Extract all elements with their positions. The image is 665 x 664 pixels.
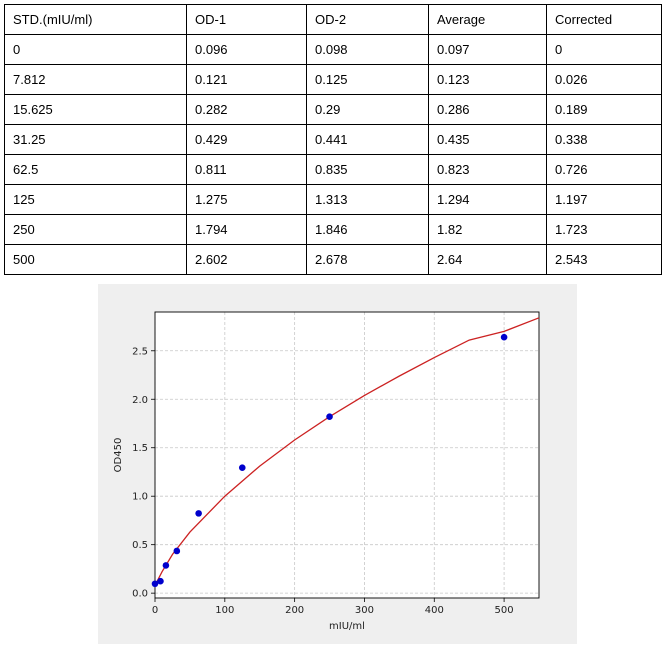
table-cell: 2.678 [306, 244, 429, 275]
data-point [500, 333, 508, 341]
table-row: 0 0.096 0.098 0.097 0 [4, 34, 662, 65]
standard-curve-chart: 0 100 200 300 400 500 0.0 0.5 1.0 1.5 2.0 2.5 mIU/ml… [113, 311, 540, 632]
table-cell: 0.435 [428, 124, 547, 155]
table-cell: 0.811 [186, 154, 307, 185]
table-cell: 0.096 [186, 34, 307, 65]
x-tick-label: 400 [425, 605, 444, 616]
table-cell: 15.625 [4, 94, 187, 125]
table-cell: 125 [4, 184, 187, 215]
table-row: 250 1.794 1.846 1.82 1.723 [4, 214, 662, 245]
table-cell: 0.123 [428, 64, 547, 95]
table-cell: 0.121 [186, 64, 307, 95]
header-std: STD.(mIU/ml) [4, 4, 187, 35]
table-header-row: STD.(mIU/ml) OD-1 OD-2 Average Corrected [4, 4, 662, 35]
table-cell: 1.294 [428, 184, 547, 215]
table-cell: 2.64 [428, 244, 547, 275]
standards-table-body: STD.(mIU/ml) OD-1 OD-2 Average Corrected… [4, 4, 662, 275]
table-row: 500 2.602 2.678 2.64 2.543 [4, 244, 662, 275]
header-od2: OD-2 [306, 4, 429, 35]
table-cell: 1.313 [306, 184, 429, 215]
table-cell: 0 [4, 34, 187, 65]
table-row: 7.812 0.121 0.125 0.123 0.026 [4, 64, 662, 95]
x-tick-label: 500 [495, 605, 514, 616]
y-tick-label: 0.0 [132, 589, 148, 600]
data-point [326, 413, 333, 421]
y-axis-label: OD450 [113, 438, 124, 473]
table-cell: 31.25 [4, 124, 187, 155]
table-cell: 0.726 [546, 154, 662, 185]
x-tick-label: 100 [215, 605, 234, 616]
table-cell: 7.812 [4, 64, 187, 95]
table-cell: 500 [4, 244, 187, 275]
table-row: 31.25 0.429 0.441 0.435 0.338 [4, 124, 662, 155]
y-tick-label: 2.0 [132, 395, 148, 406]
table-cell: 0.286 [428, 94, 547, 125]
data-point [173, 547, 181, 555]
table-cell: 1.197 [546, 184, 662, 215]
table-row: 15.625 0.282 0.29 0.286 0.189 [4, 94, 662, 125]
table-cell: 2.602 [186, 244, 307, 275]
data-point [157, 577, 164, 585]
table-cell: 1.82 [428, 214, 547, 245]
plot-frame [154, 311, 540, 599]
table-cell: 0.441 [306, 124, 429, 155]
table-cell: 1.723 [546, 214, 662, 245]
table-cell: 1.846 [306, 214, 429, 245]
table-row: 62.5 0.811 0.835 0.823 0.726 [4, 154, 662, 185]
table-cell: 0.338 [546, 124, 662, 155]
table-cell: 2.543 [546, 244, 662, 275]
data-point [238, 464, 246, 472]
table-cell: 0.429 [186, 124, 307, 155]
y-tick-label: 1.5 [132, 443, 148, 454]
table-cell: 0.026 [546, 64, 662, 95]
standards-table: STD.(mIU/ml) OD-1 OD-2 Average Corrected… [4, 4, 662, 275]
y-tick-label: 1.0 [132, 492, 148, 503]
data-point [151, 580, 159, 588]
header-od1: OD-1 [186, 4, 307, 35]
table-cell: 0.282 [186, 94, 307, 125]
table-cell: 0 [546, 34, 662, 65]
header-average: Average [428, 4, 547, 35]
y-tick-label: 2.5 [132, 346, 148, 357]
table-cell: 0.29 [306, 94, 429, 125]
table-cell: 0.097 [428, 34, 547, 65]
table-cell: 0.098 [306, 34, 429, 65]
plot-area [155, 312, 539, 598]
table-cell: 62.5 [4, 154, 187, 185]
data-point [162, 562, 170, 569]
x-tick-label: 0 [152, 605, 158, 616]
table-cell: 250 [4, 214, 187, 245]
standard-curve-figure: 0 100 200 300 400 500 0.0 0.5 1.0 1.5 2.0 2.5 mIU/ml… [98, 284, 577, 644]
data-point [195, 510, 202, 517]
header-corrected: Corrected [546, 4, 662, 35]
y-tick-label: 0.5 [132, 540, 148, 551]
table-cell: 0.823 [428, 154, 547, 185]
table-cell: 1.794 [186, 214, 307, 245]
table-row: 125 1.275 1.313 1.294 1.197 [4, 184, 662, 215]
x-tick-label: 200 [285, 605, 304, 616]
table-cell: 0.835 [306, 154, 429, 185]
table-cell: 0.125 [306, 64, 429, 95]
table-cell: 1.275 [186, 184, 307, 215]
x-axis-label: mIU/ml [329, 621, 365, 632]
x-tick-label: 300 [355, 605, 374, 616]
table-cell: 0.189 [546, 94, 662, 125]
